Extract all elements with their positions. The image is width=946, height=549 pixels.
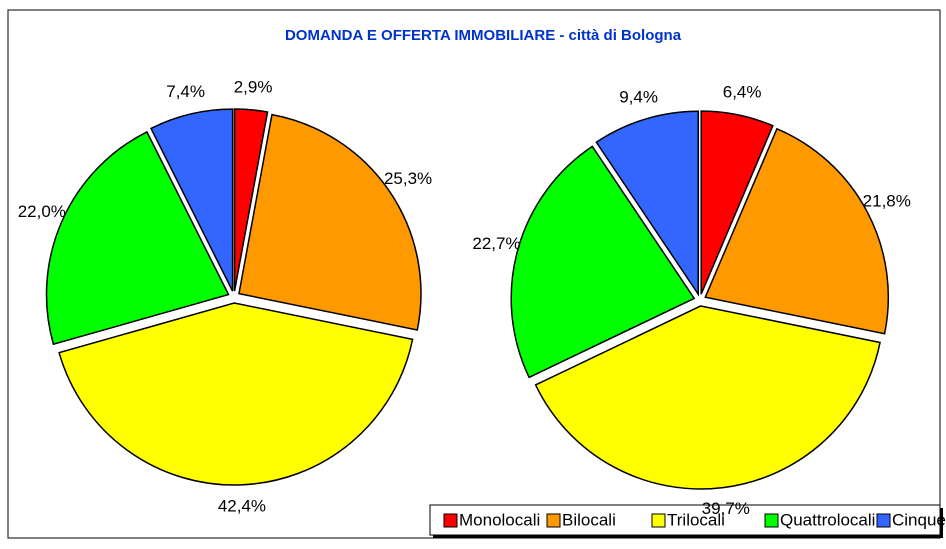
chart-title: DOMANDA E OFFERTA IMMOBILIARE - città di… (285, 27, 682, 44)
legend-swatch (764, 513, 779, 528)
data-label: 21,8% (863, 191, 911, 210)
data-label: 9,4% (619, 88, 658, 107)
legend-label: Trilocali (667, 510, 725, 529)
pie-slice (233, 108, 269, 292)
data-label: 22,7% (472, 234, 520, 253)
data-label: 39,7% (702, 499, 750, 518)
pie-slice (150, 108, 234, 292)
legend-label: Cinquelocali (892, 510, 946, 529)
data-label: 6,4% (723, 83, 762, 102)
data-label: 42,4% (218, 496, 266, 515)
pie-slice (58, 302, 414, 486)
data-label: 7,4% (166, 82, 205, 101)
pie-slice (595, 110, 700, 297)
data-label: 25,3% (384, 169, 432, 188)
legend-label: Bilocali (562, 510, 616, 529)
data-label: 2,9% (234, 77, 273, 96)
pie-slice (45, 130, 230, 346)
legend-label: Quattrolocali (780, 510, 875, 529)
legend-box (429, 504, 941, 536)
data-label: 22,0% (18, 202, 66, 221)
legend-swatch (443, 513, 458, 528)
legend-swatch (546, 513, 561, 528)
legend-swatch (651, 513, 666, 528)
pie-slice (534, 305, 881, 490)
pie-slice (704, 127, 890, 335)
pie-slice (510, 145, 696, 379)
legend-swatch (876, 513, 891, 528)
pie-slice (238, 113, 422, 331)
legend-label: Monolocali (459, 510, 540, 529)
pie-slice (700, 110, 774, 295)
